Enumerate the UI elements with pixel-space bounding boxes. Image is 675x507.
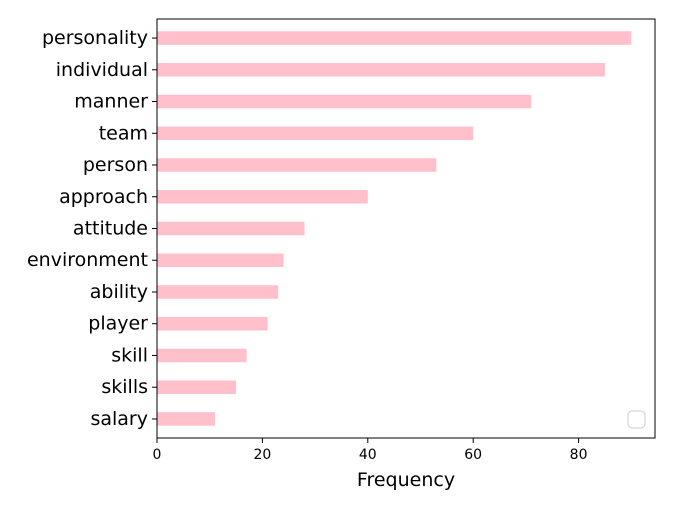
- category-label-ability: ability: [90, 281, 148, 303]
- bar-manner: [157, 94, 532, 109]
- category-label-attitude: attitude: [73, 218, 148, 240]
- category-label-player: player: [88, 313, 148, 335]
- category-label-personality: personality: [42, 27, 148, 49]
- x-tick-label: 60: [464, 447, 482, 463]
- x-tick-label: 0: [153, 447, 162, 463]
- category-label-environment: environment: [27, 249, 148, 271]
- bar-ability: [157, 285, 279, 299]
- bars-group: [157, 31, 632, 426]
- bar-personality: [157, 31, 632, 45]
- x-axis-label: Frequency: [357, 469, 455, 491]
- category-label-manner: manner: [74, 91, 148, 113]
- bar-skills: [157, 380, 237, 394]
- x-tick-label: 20: [253, 447, 271, 463]
- category-label-individual: individual: [56, 59, 148, 81]
- bar-approach: [157, 190, 368, 204]
- bar-individual: [157, 63, 605, 77]
- bar-team: [157, 126, 474, 141]
- bar-environment: [157, 253, 284, 267]
- category-label-team: team: [99, 122, 148, 144]
- bar-skill: [157, 348, 247, 363]
- category-labels: personality individual manner team person app…: [27, 27, 157, 430]
- category-label-skill: skill: [111, 344, 148, 366]
- bar-person: [157, 158, 437, 172]
- category-label-skills: skills: [101, 376, 148, 398]
- legend-box: [627, 410, 646, 429]
- category-label-salary: salary: [90, 408, 148, 430]
- x-tick-label: 40: [359, 447, 377, 463]
- bar-player: [157, 316, 268, 331]
- bar-salary: [157, 412, 215, 426]
- x-tick-label: 80: [570, 447, 588, 463]
- plot-frame: [156, 18, 656, 439]
- bar-attitude: [157, 221, 305, 236]
- category-label-person: person: [83, 154, 148, 176]
- category-label-approach: approach: [59, 186, 148, 208]
- x-ticks: 0 20 40 60 80: [153, 438, 588, 463]
